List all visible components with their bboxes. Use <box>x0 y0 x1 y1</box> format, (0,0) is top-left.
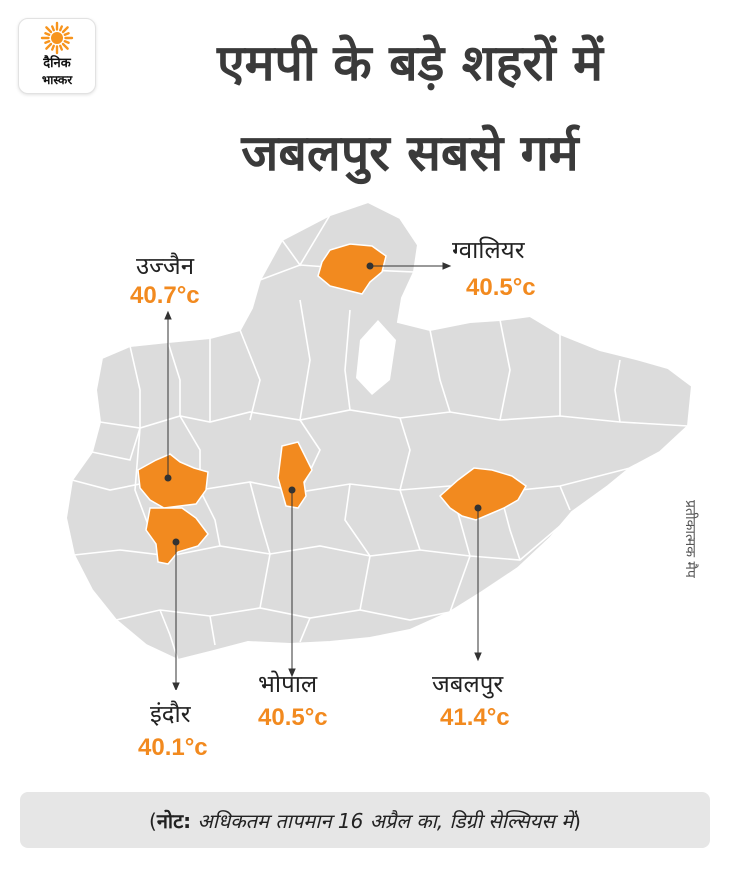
gwalior-arrow-icon <box>442 262 452 270</box>
district-boundaries <box>71 214 689 661</box>
sun-ray <box>59 25 63 32</box>
jabalpur-dot <box>474 504 482 512</box>
city-temp-gwalior: 40.5°c <box>466 274 536 301</box>
gwalior-dot <box>366 262 374 270</box>
ujjain-arrow-icon <box>164 310 172 320</box>
logo-text-dainik: दैनिक <box>43 56 71 71</box>
sun-ray <box>61 42 69 50</box>
city-temp-jabalpur: 41.4°c <box>440 704 510 731</box>
jabalpur-district <box>438 467 527 521</box>
bhopal-arrow-icon <box>288 668 296 678</box>
footnote-box: (नोट: अधिकतम तापमान 16 अप्रैल का, डिग्री… <box>20 792 710 848</box>
sun-icon <box>40 21 74 55</box>
state-notch <box>356 320 396 395</box>
city-temp-indore: 40.1°c <box>138 734 208 761</box>
city-name-gwalior: ग्वालियर <box>452 236 525 264</box>
sun-ray <box>59 44 63 51</box>
footnote-label: नोट: <box>156 808 192 833</box>
headline-line-1: एमपी के बड़े शहरों में <box>216 34 604 92</box>
sun-ray <box>51 25 55 32</box>
indore-district <box>145 507 209 565</box>
city-temp-ujjain: 40.7°c <box>130 282 200 309</box>
bhopal-dot <box>288 486 296 494</box>
footnote-close-paren: ) <box>573 808 581 833</box>
footnote-open-paren: ( <box>149 808 157 833</box>
gwalior-district <box>317 243 387 295</box>
footnote-body: अधिकतम तापमान 16 अप्रैल का, डिग्री सेल्स… <box>191 808 574 833</box>
logo-text-bhaskar: भास्कर <box>41 73 73 87</box>
madhya-pradesh-map <box>64 200 694 690</box>
indore-arrow-icon <box>172 682 180 690</box>
bhopal-district <box>277 441 313 509</box>
sun-ray <box>44 40 51 44</box>
indore-dot <box>172 538 180 546</box>
state-outline <box>64 200 694 662</box>
city-name-indore: इंदौर <box>150 700 191 728</box>
city-name-jabalpur: जबलपुर <box>432 670 504 698</box>
sun-ray <box>44 32 51 36</box>
ujjain-dot <box>164 474 172 482</box>
leader-lines <box>164 262 482 690</box>
city-name-ujjain: उज्जैन <box>136 252 195 280</box>
city-temp-bhopal: 40.5°c <box>258 704 328 731</box>
sun-ray <box>45 26 53 34</box>
sun-ray <box>63 32 70 36</box>
jabalpur-arrow-icon <box>474 652 482 662</box>
ujjain-district <box>137 453 209 509</box>
dainik-bhaskar-logo: दैनिक भास्कर <box>18 18 96 94</box>
symbolic-map-note: प्रतीकात्मक मैप <box>682 500 698 578</box>
city-name-bhopal: भोपाल <box>258 670 318 698</box>
sun-ray <box>63 40 70 44</box>
sun-ray <box>51 44 55 51</box>
footnote-text: (नोट: अधिकतम तापमान 16 अप्रैल का, डिग्री… <box>149 807 581 834</box>
sun-ray <box>61 26 69 34</box>
sun-ray <box>45 42 53 50</box>
headline-line-2: जबलपुर सबसे गर्म <box>241 124 579 182</box>
